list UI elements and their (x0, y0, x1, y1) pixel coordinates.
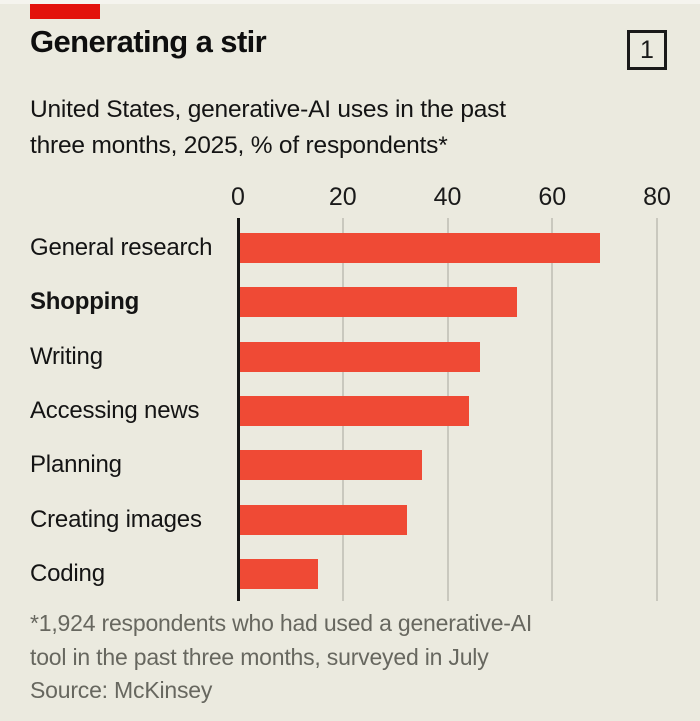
chart-row: Shopping (0, 275, 700, 329)
footnote-line-2: tool in the past three months, surveyed … (30, 643, 489, 670)
bar (239, 450, 423, 481)
bar (239, 287, 517, 318)
brand-red-tag (30, 4, 100, 19)
x-tick-label: 0 (231, 183, 245, 211)
x-axis-tick-labels: 0 20 40 60 80 (0, 183, 700, 215)
bar (239, 395, 470, 426)
plot-area: General research Shopping Writing Accessing… (0, 218, 700, 601)
bar (239, 558, 318, 589)
category-label: Creating images (30, 505, 202, 533)
category-label: Shopping (30, 288, 140, 316)
bar (239, 233, 601, 264)
subtitle-line-2: three months, 2025, % of respondents* (30, 132, 448, 159)
bar (239, 341, 480, 372)
chart-row: Writing (0, 330, 700, 384)
category-label: Writing (30, 342, 103, 370)
x-tick-label: 20 (328, 183, 357, 211)
panel-number-box: 1 (627, 30, 667, 70)
gridline (551, 218, 554, 601)
footnote: *1,924 respondents who had used a genera… (30, 607, 650, 708)
x-tick-label: 80 (643, 183, 671, 211)
chart-row: Planning (0, 438, 700, 492)
subtitle-line-1: United States, generative-AI uses in the… (30, 96, 506, 123)
x-tick-label: 60 (538, 183, 567, 211)
category-label: Planning (30, 451, 122, 479)
x-tick-label: 40 (433, 183, 462, 211)
bar-rows: General research Shopping Writing Accessing… (0, 221, 700, 601)
chart-subtitle: United States, generative-AI uses in the… (30, 92, 630, 164)
chart-row: Coding (0, 547, 700, 601)
gridline (656, 218, 658, 601)
category-label: Coding (30, 559, 105, 587)
footnote-line-1: *1,924 respondents who had used a genera… (30, 610, 533, 636)
chart-row: Creating images (0, 492, 700, 546)
category-label: General research (30, 234, 213, 262)
bar (239, 504, 407, 535)
chart-row: Accessing news (0, 384, 700, 438)
panel-number: 1 (640, 35, 654, 64)
top-edge-strip (0, 0, 700, 4)
category-label: Accessing news (30, 396, 200, 424)
y-axis-line (237, 218, 240, 601)
source-line: Source: McKinsey (30, 677, 213, 703)
chart-row: General research (0, 221, 700, 275)
chart-title: Generating a stir (30, 24, 267, 59)
